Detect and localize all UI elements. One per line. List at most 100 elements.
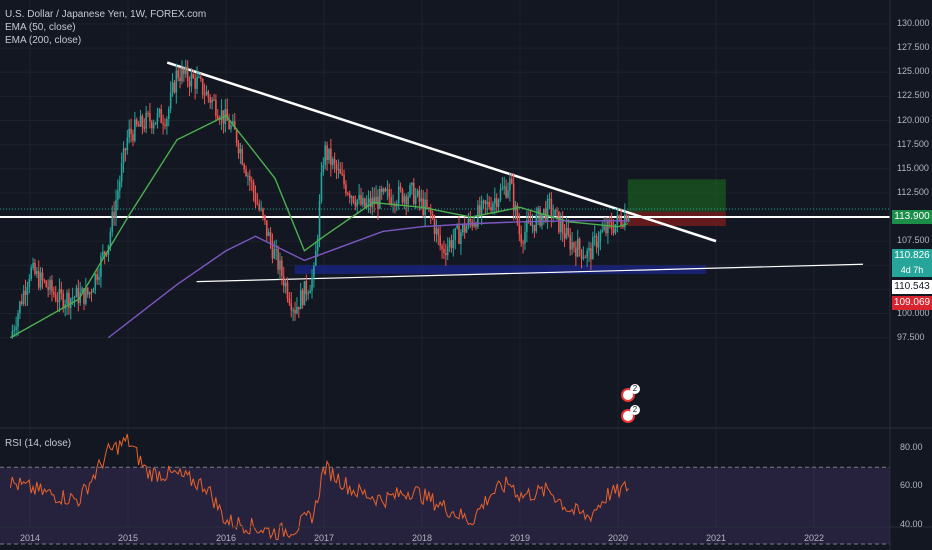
candle-up bbox=[66, 292, 68, 305]
candle-down bbox=[412, 182, 415, 204]
candle-down bbox=[341, 173, 343, 175]
candle-up bbox=[362, 198, 364, 205]
candle-up bbox=[100, 256, 102, 277]
candle-down bbox=[141, 115, 144, 127]
candle-down bbox=[578, 238, 581, 250]
candle-down bbox=[458, 225, 460, 244]
candle-up bbox=[58, 289, 61, 303]
price-tick-label: 130.000 bbox=[897, 18, 930, 28]
candle-down bbox=[113, 211, 115, 219]
candle-down bbox=[277, 248, 279, 270]
candle-up bbox=[122, 148, 125, 164]
candle-up bbox=[198, 77, 200, 79]
candle-down bbox=[258, 204, 261, 210]
candle-down bbox=[179, 77, 181, 82]
candle-up bbox=[313, 265, 315, 278]
candle-down bbox=[216, 116, 219, 119]
candle-down bbox=[505, 186, 507, 198]
chart-grid bbox=[0, 0, 890, 527]
ema50-legend[interactable]: EMA (50, close) bbox=[5, 22, 76, 33]
candle-down bbox=[439, 235, 441, 246]
candle-down bbox=[149, 113, 151, 122]
trendline-bottom bbox=[196, 263, 864, 283]
candle-down bbox=[160, 109, 163, 124]
candle-down bbox=[177, 70, 180, 78]
candle-up bbox=[420, 198, 423, 202]
candle-up bbox=[15, 326, 17, 330]
candle-down bbox=[556, 209, 558, 212]
candle-down bbox=[245, 169, 247, 177]
time-tick-label: 2022 bbox=[804, 533, 825, 543]
candle-up bbox=[465, 226, 468, 233]
candle-down bbox=[252, 182, 255, 193]
candle-up bbox=[311, 277, 313, 291]
candle-up bbox=[627, 218, 630, 222]
candle-up bbox=[32, 262, 34, 268]
candle-up bbox=[211, 99, 213, 103]
candle-down bbox=[360, 195, 362, 205]
candle-down bbox=[226, 108, 229, 121]
candle-down bbox=[233, 121, 236, 130]
candle-down bbox=[286, 282, 289, 299]
candle-down bbox=[105, 254, 108, 256]
candle-down bbox=[298, 306, 300, 310]
candle-up bbox=[614, 224, 617, 233]
candle-up bbox=[559, 221, 562, 233]
candle-down bbox=[388, 189, 391, 198]
candle-up bbox=[409, 185, 411, 197]
candle-up bbox=[526, 220, 528, 232]
candle-up bbox=[337, 168, 340, 170]
candle-up bbox=[284, 282, 287, 287]
candle-up bbox=[460, 232, 462, 244]
ema200-legend[interactable]: EMA (200, close) bbox=[5, 35, 82, 46]
close-price-tag: 110.543 bbox=[892, 280, 932, 294]
candle-down bbox=[518, 223, 521, 235]
candle-up bbox=[98, 276, 100, 280]
candle-up bbox=[171, 82, 174, 93]
candle-down bbox=[418, 190, 421, 202]
candle-up bbox=[480, 200, 483, 214]
rsi-tick-label: 80.00 bbox=[900, 442, 923, 452]
candle-up bbox=[75, 287, 78, 298]
candle-down bbox=[228, 120, 230, 130]
candle-down bbox=[103, 251, 106, 255]
candle-down bbox=[54, 294, 57, 301]
price-tick-label: 100.000 bbox=[897, 307, 930, 318]
candle-up bbox=[435, 228, 438, 234]
candle-up bbox=[414, 195, 417, 204]
candle-up bbox=[205, 91, 208, 95]
candle-down bbox=[484, 200, 487, 204]
rsi-legend[interactable]: RSI (14, close) bbox=[5, 438, 72, 449]
candle-up bbox=[22, 290, 25, 305]
chart-drawings bbox=[0, 61, 890, 283]
candle-up bbox=[318, 200, 321, 239]
price-tick-label: 112.500 bbox=[897, 186, 929, 197]
candle-up bbox=[156, 112, 159, 123]
symbol-title[interactable]: U.S. Dollar / Japanese Yen, 1W, FOREX.co… bbox=[5, 9, 207, 20]
candle-up bbox=[535, 214, 538, 232]
candle-down bbox=[488, 201, 490, 208]
candle-up bbox=[601, 230, 604, 233]
loss-zone bbox=[627, 211, 726, 226]
time-tick-label: 2017 bbox=[314, 533, 335, 543]
candle-up bbox=[230, 125, 232, 130]
candle-down bbox=[301, 290, 304, 306]
candle-up bbox=[273, 249, 276, 259]
ema-lines bbox=[10, 114, 628, 339]
candle-up bbox=[118, 181, 121, 191]
candle-up bbox=[497, 199, 500, 207]
candle-up bbox=[407, 196, 409, 205]
candle-down bbox=[401, 189, 404, 203]
candle-up bbox=[524, 231, 526, 244]
event-count-badge: 2 bbox=[630, 384, 640, 394]
candle-up bbox=[17, 313, 19, 327]
candle-down bbox=[550, 198, 553, 216]
candle-up bbox=[94, 274, 97, 290]
candle-down bbox=[343, 174, 345, 185]
candle-down bbox=[62, 293, 65, 309]
candle-down bbox=[162, 123, 164, 125]
candle-down bbox=[250, 180, 253, 183]
time-tick-label: 2018 bbox=[412, 533, 433, 543]
candle-up bbox=[36, 271, 38, 274]
